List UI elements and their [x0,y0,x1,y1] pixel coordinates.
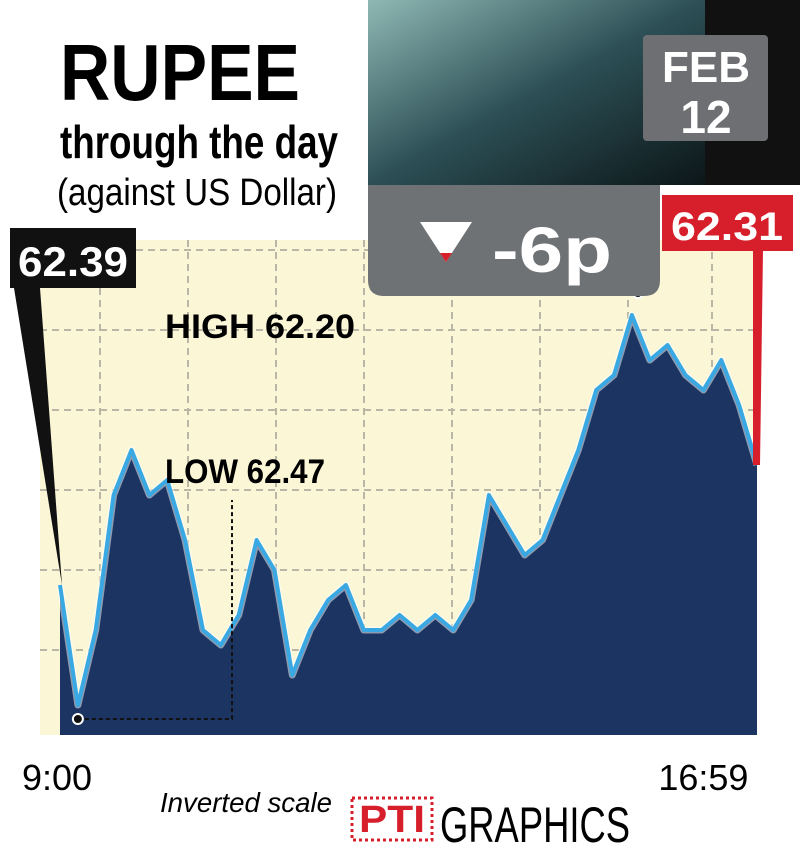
source-logo: PTI [350,796,434,842]
low-marker [71,713,84,725]
date-day: 12 [680,91,731,143]
change-box [368,185,660,296]
open-pointer [14,288,62,585]
scale-note: Inverted scale [160,787,332,818]
change-value: -6p [492,214,612,286]
date-box [643,35,768,141]
x-axis: 9:00 16:59 [22,757,748,798]
x-tick-label: 16:59 [658,757,748,798]
line [58,313,759,707]
open-box [10,228,136,288]
down-arrow [420,222,472,262]
date-month: FEB [662,43,750,92]
logo-text: PTI [359,799,425,841]
area [60,315,757,735]
low-leader [77,500,233,720]
close-pointer [753,250,763,465]
close-box [662,195,793,251]
x-tick-label: 9:00 [22,757,92,798]
down-arrow-tip [440,253,452,262]
logo-frame [350,796,434,842]
high-annotation: HIGH 62.20 [165,308,355,346]
chart-note: (against US Dollar) [57,172,337,214]
low-annotation: LOW 62.47 [165,453,325,491]
open-value: 62.39 [18,238,128,285]
chart-title: RUPEE [60,28,300,117]
close-value: 62.31 [671,205,783,249]
chart-subtitle: through the day [60,116,338,168]
source: GRAPHICS [440,797,630,849]
